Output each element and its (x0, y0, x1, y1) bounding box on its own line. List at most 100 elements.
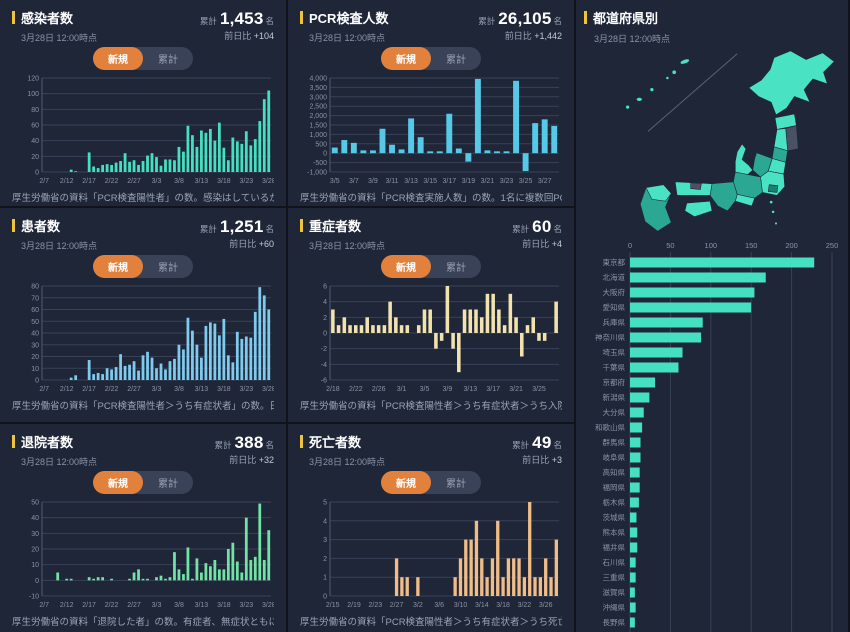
new-cumulative-toggle: 新規 累計 (381, 255, 481, 278)
toggle-new-button[interactable]: 新規 (93, 471, 143, 494)
map-okinawa-island[interactable] (649, 87, 655, 92)
card-title: PCR検査人数 (309, 11, 389, 26)
svg-text:-1,000: -1,000 (307, 170, 327, 177)
svg-text:3/18: 3/18 (217, 178, 231, 185)
new-cumulative-toggle: 新規 累計 (381, 47, 481, 70)
toggle-cumulative-button[interactable]: 累計 (431, 255, 481, 278)
toggle-new-button[interactable]: 新規 (381, 471, 431, 494)
map-tokyo[interactable] (767, 184, 779, 193)
svg-text:3/21: 3/21 (481, 178, 495, 185)
toggle-new-button[interactable]: 新規 (93, 255, 143, 278)
svg-text:3/13: 3/13 (195, 386, 209, 393)
svg-text:2/7: 2/7 (39, 386, 49, 393)
card-date: 3月28日 12:00時点 (309, 241, 386, 251)
svg-text:6: 6 (323, 284, 327, 291)
svg-text:40: 40 (31, 138, 39, 145)
map-okinawa-island[interactable] (679, 58, 691, 65)
map-izu-island[interactable] (769, 200, 774, 205)
source-text: 厚生労働省の資料「PCR検査陽性者＞うち有症状者」の数。日… (12, 401, 274, 412)
diff-value: +3 (551, 455, 562, 465)
svg-text:20: 20 (31, 154, 39, 161)
svg-text:3/2: 3/2 (413, 602, 423, 609)
map-izu-island[interactable] (774, 221, 778, 226)
prefecture-bar-chart: 0 50 100 150 200 250 東京都 北海道 大阪府 愛知県 兵庫県 神奈川県 埼玉県 千葉県… (584, 239, 844, 632)
total-value: 1,251 (219, 217, 264, 236)
svg-text:愛知県: 愛知県 (603, 302, 626, 312)
map-okinawa-island[interactable] (665, 76, 670, 80)
source-text: 厚生労働省の資料「PCR検査陽性者＞うち有症状者＞うち入院を… (300, 401, 562, 412)
map-sanin[interactable] (690, 182, 702, 190)
map-kinki[interactable] (709, 181, 738, 212)
svg-text:2/22: 2/22 (349, 386, 363, 393)
svg-text:3/13: 3/13 (404, 178, 418, 185)
svg-text:3/28: 3/28 (262, 602, 274, 609)
svg-text:70: 70 (31, 295, 39, 302)
toggle-cumulative-button[interactable]: 累計 (431, 47, 481, 70)
svg-text:3/11: 3/11 (385, 178, 398, 185)
total-label: 累計 (512, 440, 530, 450)
svg-text:3/9: 3/9 (368, 178, 378, 185)
svg-text:千葉県: 千葉県 (603, 362, 626, 372)
toggle-cumulative-button[interactable]: 累計 (143, 471, 193, 494)
svg-text:3/17: 3/17 (486, 386, 500, 393)
diff-value: +1,442 (534, 31, 562, 41)
svg-text:5: 5 (323, 500, 327, 507)
svg-text:20: 20 (31, 547, 39, 554)
card-title: 感染者数 (21, 11, 74, 26)
toggle-cumulative-button[interactable]: 累計 (143, 255, 193, 278)
map-kyushu-north[interactable] (645, 184, 672, 202)
toggle-new-button[interactable]: 新規 (381, 47, 431, 70)
total-label: 累計 (512, 224, 530, 234)
map-okinawa-island[interactable] (671, 69, 677, 75)
card-title: 死亡者数 (309, 435, 362, 450)
svg-text:3/25: 3/25 (532, 386, 546, 393)
toggle-new-button[interactable]: 新規 (381, 255, 431, 278)
title-accent-bar (12, 219, 15, 232)
svg-text:-10: -10 (29, 594, 39, 601)
card-patients: 患者数 3月28日 12:00時点 累計 1,251 名 前日比 +60 新規 累計… (0, 208, 286, 422)
svg-text:0: 0 (628, 241, 632, 250)
map-hokkaido[interactable] (748, 50, 835, 116)
svg-text:120: 120 (27, 76, 39, 83)
svg-text:福井県: 福井県 (603, 542, 626, 552)
svg-text:高知県: 高知県 (603, 467, 626, 477)
svg-text:3/15: 3/15 (423, 178, 437, 185)
card-date: 3月28日 12:00時点 (309, 457, 386, 467)
map-shikoku[interactable] (684, 200, 713, 218)
panel-date: 3月28日 12:00時点 (594, 34, 671, 44)
map-izu-island[interactable] (771, 210, 775, 214)
toggle-new-button[interactable]: 新規 (93, 47, 143, 70)
svg-text:東京都: 東京都 (603, 257, 626, 267)
toggle-cumulative-button[interactable]: 累計 (431, 471, 481, 494)
map-hokuriku[interactable] (734, 143, 754, 178)
panel-title: 都道府県別 (593, 11, 659, 26)
toggle-cumulative-button[interactable]: 累計 (143, 47, 193, 70)
total-value: 1,453 (219, 9, 264, 28)
svg-text:3/8: 3/8 (174, 602, 184, 609)
card-infected: 感染者数 3月28日 12:00時点 累計 1,453 名 前日比 +104 新規 … (0, 0, 286, 206)
prefecture-panel: 都道府県別 3月28日 12:00時点 0 50 100 150 200 250 東京都 北海… (576, 0, 848, 632)
total-value: 388 (234, 433, 264, 452)
diff-label: 前日比 (522, 239, 550, 249)
svg-text:3/5: 3/5 (420, 386, 430, 393)
svg-text:20: 20 (31, 354, 39, 361)
svg-text:40: 40 (31, 515, 39, 522)
title-accent-bar (300, 11, 303, 24)
svg-text:3/22: 3/22 (518, 602, 532, 609)
svg-text:3: 3 (323, 537, 327, 544)
source-text: 厚生労働省の資料「PCR検査陽性者＞うち有症状者＞うち死亡者… (300, 617, 562, 628)
svg-text:4,000: 4,000 (309, 76, 327, 83)
total-label: 累計 (199, 224, 217, 234)
map-okinawa-island[interactable] (625, 104, 630, 110)
svg-text:埼玉県: 埼玉県 (603, 347, 626, 357)
source-text: 厚生労働省の資料「PCR検査陽性者」の数。感染はしているが… (12, 193, 274, 204)
svg-text:2/27: 2/27 (127, 178, 141, 185)
svg-text:2,000: 2,000 (309, 113, 327, 120)
map-okinawa-island[interactable] (636, 97, 643, 102)
svg-text:3/18: 3/18 (496, 602, 510, 609)
diff-value: +104 (253, 31, 274, 41)
diff-label: 前日比 (504, 31, 532, 41)
svg-text:2/27: 2/27 (390, 602, 404, 609)
svg-text:長野県: 長野県 (603, 618, 626, 627)
